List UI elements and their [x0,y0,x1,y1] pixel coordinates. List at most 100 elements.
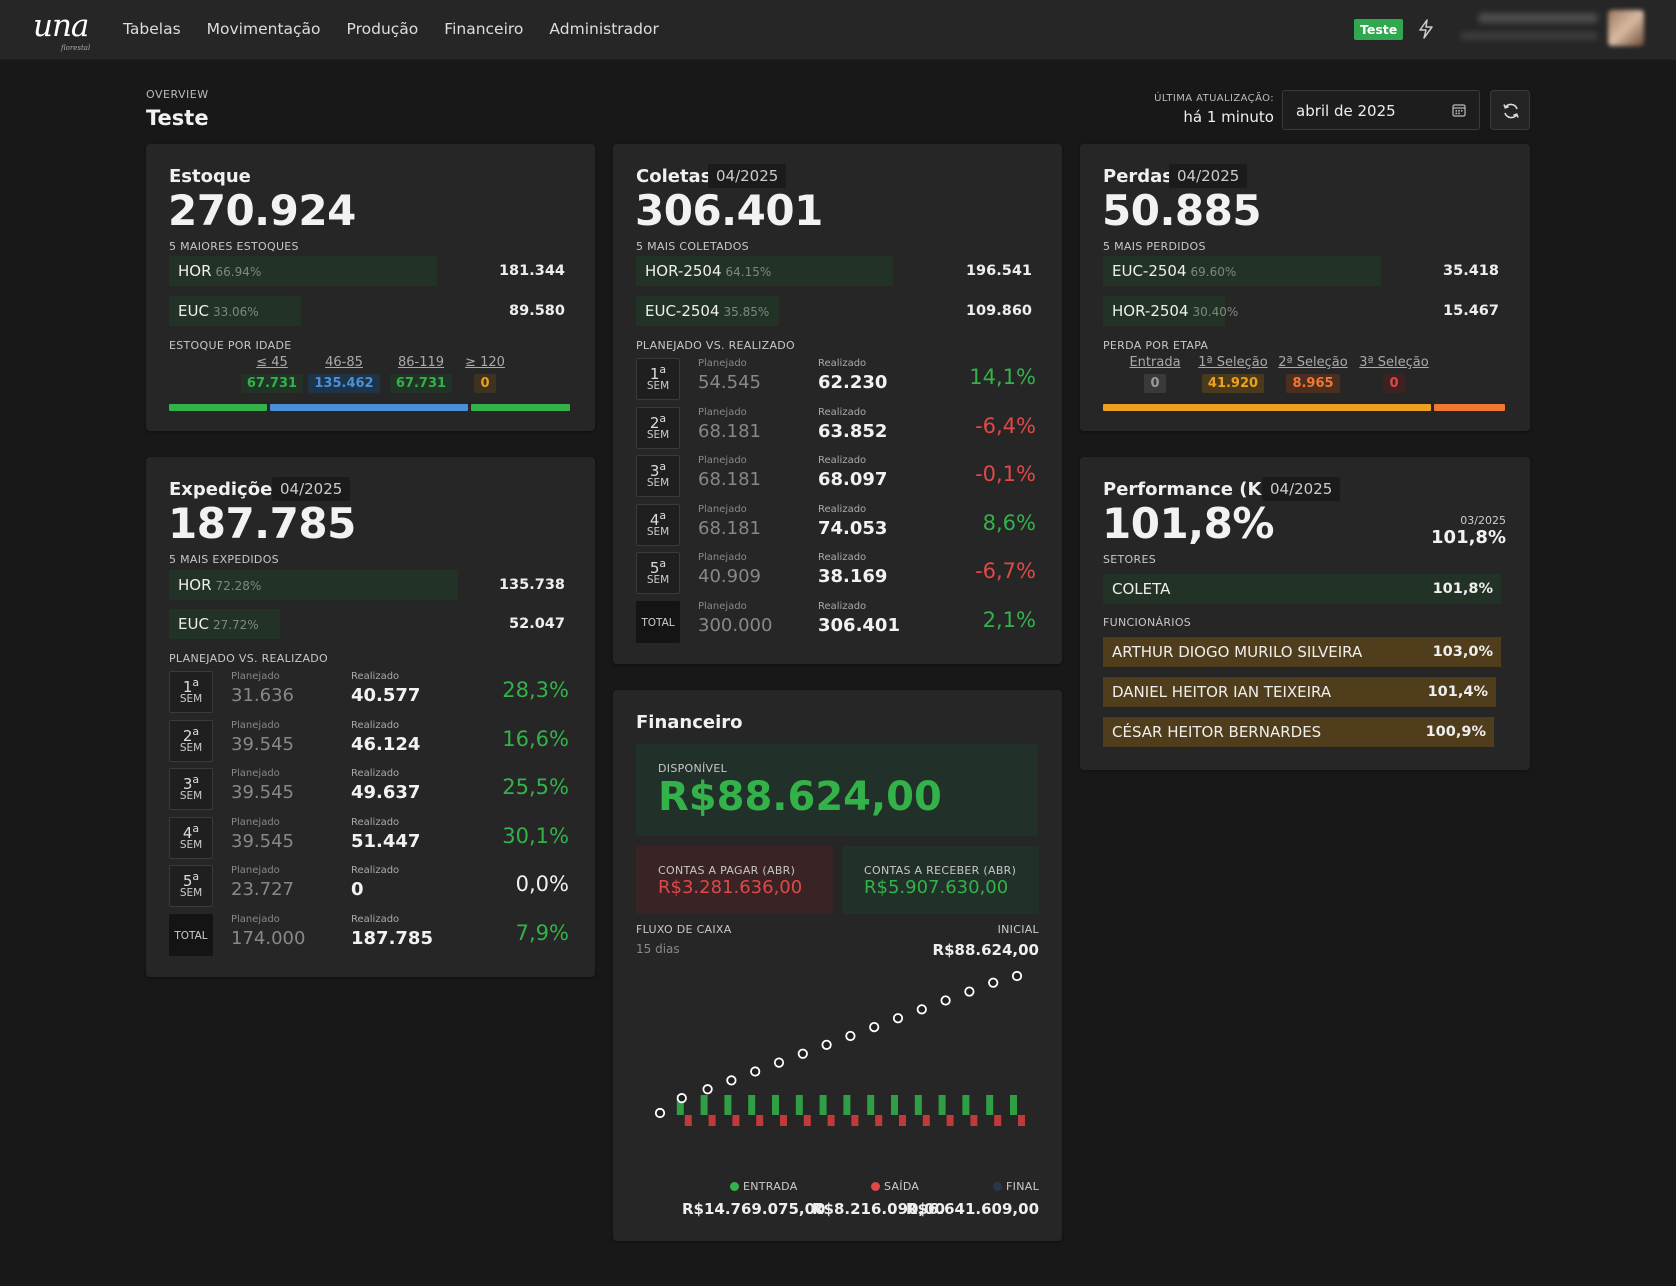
employee-row[interactable]: DANIEL HEITOR IAN TEIXEIRA 101,4% [1103,677,1496,707]
week-n: 2 [649,413,660,432]
entrada-bar[interactable] [772,1095,779,1115]
final-balance-point[interactable] [773,1057,785,1068]
saida-bar[interactable] [780,1115,787,1126]
entrada-bar[interactable] [819,1095,827,1115]
entrada-bar[interactable] [938,1095,946,1115]
nav-item-administrador[interactable]: Administrador [549,20,659,38]
week-row[interactable]: 3a SEM Planejado 39.545 Realizado 49.637 25,5% [169,766,569,810]
week-row[interactable]: 4a SEM Planejado 39.545 Realizado 51.447 30,1% [169,815,569,859]
lightning-icon[interactable] [1416,18,1436,40]
loss-stage[interactable]: 3ª Seleção 0 [1346,355,1442,393]
saida-bar[interactable] [732,1115,740,1126]
saida-bar[interactable] [922,1115,930,1126]
month-picker-input[interactable]: abril de 2025 [1282,90,1480,130]
age-group[interactable]: 46-85 135.462 [304,355,384,393]
nav-item-tabelas[interactable]: Tabelas [123,20,181,38]
age-group[interactable]: ≤ 45 67.731 [232,355,312,393]
week-row[interactable]: 5a SEM Planejado 40.909 Realizado 38.169 -6,7% [636,550,1036,594]
final-balance-point[interactable] [750,1066,761,1077]
entrada-bar[interactable] [891,1095,898,1115]
final-balance-point[interactable] [916,1004,927,1015]
entrada-bar[interactable] [795,1095,803,1115]
list-item[interactable]: HOR 72.28% 135.738 [169,570,569,600]
entrada-bar[interactable] [867,1095,875,1115]
age-group[interactable]: ≥ 120 0 [445,355,525,393]
cash-flow-period: 15 dias [636,942,680,956]
saida-bar[interactable] [708,1115,716,1126]
nav-item-financeiro[interactable]: Financeiro [444,20,524,38]
saida-bar[interactable] [803,1115,811,1126]
final-balance-point[interactable] [940,995,951,1006]
final-balance-point[interactable] [676,1093,687,1104]
week-row[interactable]: 2a SEM Planejado 39.545 Realizado 46.124 16,6% [169,718,569,762]
planned-label: Planejado [698,503,747,515]
user-email-blurred[interactable] [1460,32,1598,40]
nav-item-producao[interactable]: Produção [346,20,419,38]
loss-stage[interactable]: 1ª Seleção 41.920 [1185,355,1281,393]
week-sup: a [192,821,200,835]
saida-bar[interactable] [756,1115,764,1126]
entrada-bar[interactable] [962,1095,970,1115]
user-name-blurred[interactable] [1478,13,1598,23]
realized-label: Realizado [818,455,867,466]
payable-box[interactable]: CONTAS A PAGAR (ABR) R$3.281.636,00 [636,846,833,914]
saida-bar[interactable] [875,1115,883,1126]
avatar[interactable] [1608,10,1644,46]
week-row[interactable]: 4a SEM Planejado 68.181 Realizado 74.053 8,6% [636,502,1036,546]
week-row[interactable]: 3a SEM Planejado 68.181 Realizado 68.097 -0,1% [636,453,1036,497]
saida-bar[interactable] [684,1115,692,1126]
list-item[interactable]: EUC 33.06% 89.580 [169,296,569,326]
week-row[interactable]: 1a SEM Planejado 54.545 Realizado 62.230 14,1% [636,356,1036,400]
week-row[interactable]: 2a SEM Planejado 68.181 Realizado 63.852 -6,4% [636,405,1036,449]
calendar-icon[interactable] [1452,103,1466,117]
entrada-bar[interactable] [843,1095,851,1115]
list-item[interactable]: EUC 27.72% 52.047 [169,609,569,639]
saida-bar[interactable] [994,1115,1002,1126]
loss-stage[interactable]: 2ª Seleção 8.965 [1265,355,1361,393]
entrada-bar[interactable] [700,1095,708,1115]
age-group[interactable]: 86-119 67.731 [381,355,461,393]
entrada-bar[interactable] [986,1095,994,1115]
final-balance-point[interactable] [869,1021,880,1033]
employee-row[interactable]: ARTHUR DIOGO MURILO SILVEIRA 103,0% [1103,637,1501,667]
saida-bar[interactable] [827,1115,835,1126]
nav-item-movimentacao[interactable]: Movimentação [206,20,321,38]
saida-bar[interactable] [851,1115,859,1126]
list-item[interactable]: EUC-2504 35.85% 109.860 [636,296,1036,326]
list-item[interactable]: HOR-2504 30.40% 15.467 [1103,296,1503,326]
final-balance-point[interactable] [964,986,975,997]
saida-bar[interactable] [946,1115,954,1126]
entrada-bar[interactable] [748,1095,756,1115]
final-balance-point[interactable] [797,1048,808,1059]
entrada-bar[interactable] [914,1095,922,1115]
week-total-row[interactable]: TOTAL Planejado 174.000 Realizado 187.785 7,9… [169,912,569,956]
saida-bar[interactable] [899,1115,906,1126]
list-item[interactable]: HOR-2504 64.15% 196.541 [636,256,1036,286]
entrada-bar[interactable] [1010,1095,1017,1115]
refresh-button[interactable] [1490,90,1530,130]
loss-stage[interactable]: Entrada 0 [1115,355,1195,393]
saida-bar[interactable] [970,1115,978,1126]
saida-bar[interactable] [1018,1115,1025,1126]
final-balance-point[interactable] [726,1075,737,1086]
list-item[interactable]: HOR 66.94% 181.344 [169,256,569,286]
final-balance-point[interactable] [892,1013,904,1024]
final-balance-point[interactable] [821,1039,832,1050]
employee-row[interactable]: CÉSAR HEITOR BERNARDES 100,9% [1103,717,1494,747]
perdas-title: Perdas [1103,166,1174,187]
week-row[interactable]: 5a SEM Planejado 23.727 Realizado 0 0,0% [169,863,569,907]
final-balance-point[interactable] [654,1107,666,1119]
final-balance-point[interactable] [702,1084,713,1095]
week-total-row[interactable]: TOTAL Planejado 300.000 Realizado 306.401 2,1… [636,599,1036,643]
entrada-bar[interactable] [676,1095,684,1115]
list-item[interactable]: EUC-2504 69.60% 35.418 [1103,256,1503,286]
sector-row[interactable]: COLETA 101,8% [1103,574,1501,604]
final-balance-point[interactable] [988,977,999,988]
final-balance-point[interactable] [1011,970,1023,982]
final-balance-point[interactable] [845,1030,856,1042]
variance-pct: 30,1% [502,823,569,848]
entrada-bar[interactable] [724,1095,732,1115]
company-logo[interactable]: una florestal [33,8,95,52]
week-row[interactable]: 1a SEM Planejado 31.636 Realizado 40.577 28,3% [169,669,569,713]
receivable-box[interactable]: CONTAS A RECEBER (ABR) R$5.907.630,00 [842,846,1039,914]
